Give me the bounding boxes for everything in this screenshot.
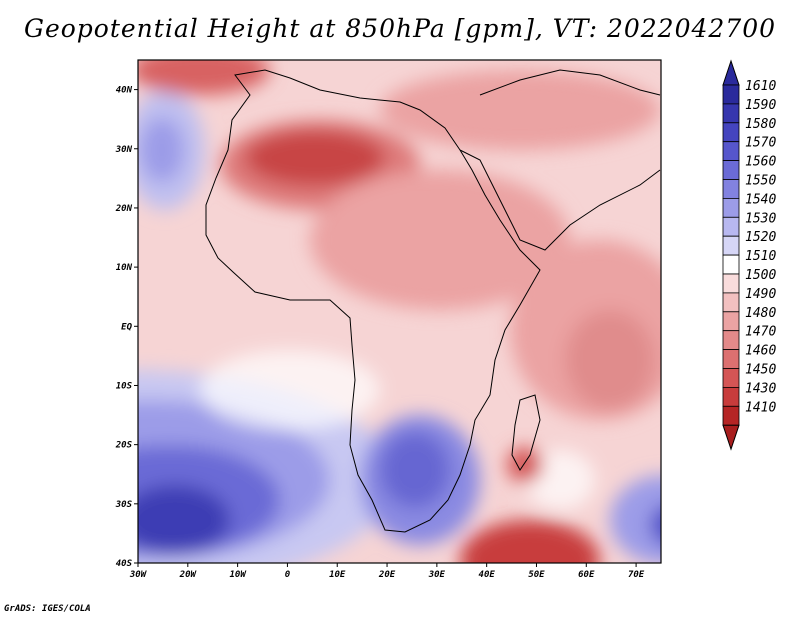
colorbar-swatch	[722, 368, 740, 388]
map-frame	[137, 59, 662, 564]
colorbar-swatch	[722, 160, 740, 180]
lat-tick-label: 20N	[115, 204, 133, 214]
colorbar-label: 1580	[745, 117, 776, 132]
colorbar-top-arrow	[722, 59, 740, 86]
lon-tick-label: 20W	[179, 570, 198, 580]
colorbar-swatch	[722, 386, 740, 407]
colorbar-label: 1460	[745, 344, 776, 359]
lon-tick-label: 10E	[329, 570, 346, 580]
colorbar-label: 1430	[745, 381, 776, 396]
colorbar-label: 1560	[745, 155, 776, 170]
colorbar-label: 1510	[745, 249, 776, 264]
colorbar-swatch	[722, 179, 740, 199]
colorbar-swatch	[722, 349, 740, 369]
colorbar: 1610 1590 1580 1570 1560 1550 1540 1530 1520 1510…	[722, 59, 776, 451]
colorbar-label: 1480	[745, 306, 776, 321]
grads-credit: GrADS: IGES/COLA	[4, 604, 91, 614]
lat-tick-label: 40S	[116, 559, 133, 569]
lon-tick-label: 50E	[528, 570, 545, 580]
coastlines	[205, 69, 661, 533]
colorbar-label: 1410	[745, 400, 776, 415]
lat-tick-label: 30S	[115, 500, 133, 510]
lat-tick-label: 20S	[115, 441, 133, 451]
colorbar-swatch	[722, 254, 740, 275]
colorbar-label: 1500	[745, 268, 776, 283]
lon-tick-label: 30E	[428, 570, 446, 580]
colorbar-swatch	[722, 84, 740, 105]
colorbar-label: 1570	[745, 136, 776, 151]
colorbar-swatch	[722, 311, 740, 332]
colorbar-swatch	[722, 330, 740, 351]
colorbar-swatch	[722, 103, 740, 124]
lat-tick-label: EQ	[121, 322, 132, 332]
colorbar-label: 1530	[745, 211, 776, 226]
colorbar-label: 1470	[745, 325, 776, 340]
lon-tick-label: 10W	[229, 570, 247, 580]
colorbar-swatch	[722, 122, 740, 143]
colorbar-swatch	[722, 405, 740, 426]
colorbar-label: 1490	[745, 287, 776, 302]
colorbar-label: 1550	[745, 174, 776, 189]
colorbar-swatch	[722, 216, 740, 237]
lat-tick-label: 10N	[116, 263, 133, 273]
lon-tick-label: 40E	[479, 570, 496, 580]
colorbar-label: 1520	[745, 230, 776, 245]
map-title: Geopotential Height at 850hPa [gpm], VT:…	[23, 14, 777, 43]
colorbar-swatch	[722, 235, 740, 256]
lon-tick-label: 20E	[378, 570, 396, 580]
lon-tick-label: 70E	[628, 570, 645, 580]
colorbar-swatch	[722, 292, 740, 313]
colorbar-label: 1590	[745, 98, 776, 113]
colorbar-swatch	[722, 273, 740, 294]
lat-tick-label: 40N	[116, 86, 133, 96]
lon-tick-label: 30W	[129, 570, 148, 580]
lat-tick-label: 30N	[115, 145, 133, 155]
lon-tick-label: 0	[285, 570, 291, 580]
lat-tick-label: 10S	[116, 381, 133, 391]
colorbar-label: 1450	[745, 363, 776, 378]
colorbar-swatch	[722, 197, 740, 218]
colorbar-bottom-arrow	[722, 424, 740, 451]
colorbar-swatch	[722, 141, 740, 161]
height-field	[138, 60, 661, 563]
colorbar-label: 1610	[745, 79, 776, 94]
lon-tick-label: 60E	[578, 570, 595, 580]
colorbar-label: 1540	[745, 192, 776, 207]
